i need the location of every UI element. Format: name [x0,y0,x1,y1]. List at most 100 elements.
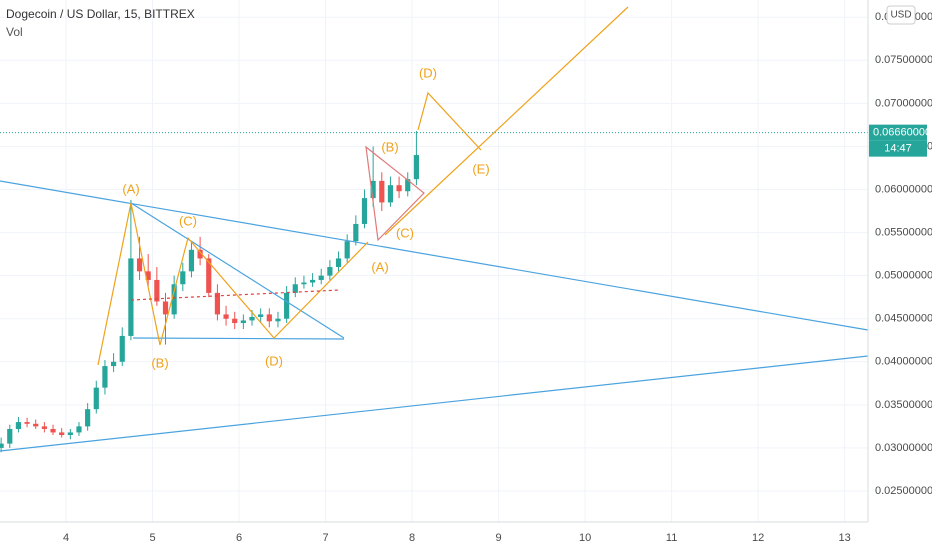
x-tick-label: 8 [409,532,415,544]
candle-body [309,279,316,283]
wave-label: (C) [179,213,197,228]
candle-body [258,314,264,317]
candle-body [41,426,47,429]
wave-line [417,91,482,151]
chart-title: Dogecoin / US Dollar, 15, BITTREX [6,7,195,21]
trend-line [132,337,345,340]
y-tick-label: 0.07000000 [875,97,932,109]
x-tick-label: 10 [579,532,591,544]
y-tick-label: 0.03500000 [875,399,932,411]
y-tick-label: 0.04500000 [875,313,932,325]
candle-body [197,249,203,259]
candle-body [119,335,125,362]
candle-body [284,292,290,319]
wave-label: (B) [381,139,398,154]
candle-body [59,432,65,435]
candle-body [15,422,22,429]
candle-body [387,185,394,203]
candle-body [275,318,281,322]
grid [0,0,868,522]
x-tick-label: 13 [839,532,851,544]
candle-body [223,314,229,319]
candle-body [128,258,134,336]
candle-body [24,422,30,424]
candle-body [413,155,419,180]
x-tick-label: 12 [752,532,764,544]
candle-body [33,423,39,427]
candle-body [249,316,255,321]
currency-label[interactable]: USD [890,10,911,21]
trend-line [130,202,345,339]
candle-body [335,258,342,268]
candle-body [0,443,4,448]
candle-body [76,426,82,433]
wave-label: (C) [396,225,414,240]
candle-body [102,366,108,388]
candle-body [240,320,246,324]
wave-label: (B) [151,355,168,370]
candle-body [145,271,151,280]
y-tick-label: 0.06000000 [875,183,932,195]
candle-body [110,361,117,367]
candle-body [292,284,298,293]
y-tick-label: 0.05500000 [875,226,932,238]
wave-label: (D) [419,65,437,80]
candle-body [162,301,169,315]
candle-body [405,179,411,192]
price-tag [869,124,927,141]
candle-body [7,428,13,444]
wave-label: (E) [472,161,489,176]
candle-body [171,284,177,315]
wave-line [384,6,629,236]
wave-label: (A) [371,259,388,274]
dashed-line [130,289,341,301]
trend-line [0,355,869,452]
candle-body [180,271,186,285]
candle-body [396,185,402,192]
candle-body [327,267,333,276]
y-tick-label: 0.05000000 [875,270,932,282]
candle-body [370,180,376,199]
candle-body [206,258,212,293]
candle-body [344,241,350,259]
annotations: (A) (B) (C) (D) (A) (B) (C) (D) (E) [122,65,489,370]
candle-body [353,223,359,242]
y-tick-label: 0.04000000 [875,356,932,368]
y-tick-label: 0.03000000 [875,442,932,454]
wave-label: (A) [122,181,139,196]
candle-body [67,432,73,435]
candle-body [188,249,195,272]
candle-body [266,314,272,322]
candle-body [154,279,160,302]
candle-body [93,387,99,410]
y-tick-label: 0.07500000 [875,54,932,66]
volume-label: Vol [6,25,23,39]
candles [0,130,868,453]
candle-body [136,258,143,272]
x-tick-label: 11 [666,532,677,544]
drawings [0,6,869,452]
x-tick-label: 7 [322,532,328,544]
candle-body [85,409,91,427]
candle-body [361,198,368,224]
candle-body [232,318,238,324]
candle-body [214,292,221,315]
countdown-label: 14:47 [884,143,912,155]
axes: 0.02500000 0.03000000 0.03500000 0.04000000… [63,11,932,544]
y-tick-label: 0.02500000 [875,485,932,497]
trend-line [0,180,869,331]
candle-body [318,275,324,280]
wave-label: (D) [265,353,283,368]
x-tick-label: 6 [236,532,242,544]
currency-button[interactable] [886,5,916,25]
candle-body [301,282,307,285]
triangle [365,145,425,242]
price-tag-label: 0.06660000 [873,127,931,139]
x-tick-label: 4 [63,532,69,544]
x-tick-label: 9 [496,532,502,544]
candle-body [379,180,385,203]
x-tick-label: 5 [149,532,155,544]
wave-line [97,202,369,366]
